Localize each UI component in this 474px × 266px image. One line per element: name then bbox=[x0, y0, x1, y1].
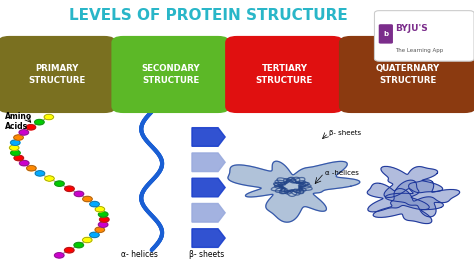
Circle shape bbox=[11, 150, 20, 156]
Circle shape bbox=[82, 237, 92, 243]
Text: β- sheets: β- sheets bbox=[329, 130, 362, 136]
Polygon shape bbox=[192, 153, 225, 172]
Circle shape bbox=[19, 130, 28, 135]
Text: TERTIARY
STRUCTURE: TERTIARY STRUCTURE bbox=[256, 64, 313, 85]
Text: α- helices: α- helices bbox=[121, 250, 158, 259]
FancyBboxPatch shape bbox=[339, 36, 474, 113]
FancyBboxPatch shape bbox=[225, 36, 344, 113]
Circle shape bbox=[35, 119, 44, 125]
FancyBboxPatch shape bbox=[374, 11, 474, 61]
Circle shape bbox=[99, 222, 108, 227]
Text: PRIMARY
STRUCTURE: PRIMARY STRUCTURE bbox=[28, 64, 85, 85]
Circle shape bbox=[44, 114, 54, 120]
Polygon shape bbox=[192, 203, 225, 222]
Polygon shape bbox=[192, 128, 225, 146]
Circle shape bbox=[74, 242, 83, 248]
Circle shape bbox=[95, 227, 105, 232]
Text: α -helices: α -helices bbox=[325, 170, 358, 176]
Polygon shape bbox=[381, 167, 443, 198]
Circle shape bbox=[14, 155, 24, 161]
Circle shape bbox=[14, 135, 23, 140]
Circle shape bbox=[74, 191, 84, 197]
Circle shape bbox=[90, 201, 99, 207]
FancyBboxPatch shape bbox=[0, 36, 116, 113]
Circle shape bbox=[95, 207, 105, 212]
Circle shape bbox=[82, 196, 92, 202]
Polygon shape bbox=[192, 229, 225, 247]
Polygon shape bbox=[192, 178, 225, 197]
Polygon shape bbox=[367, 180, 429, 212]
Text: b: b bbox=[383, 31, 388, 37]
Text: LEVELS OF PROTEIN STRUCTURE: LEVELS OF PROTEIN STRUCTURE bbox=[69, 8, 348, 23]
Text: QUATERNARY
STRUCTURE: QUATERNARY STRUCTURE bbox=[375, 64, 440, 85]
Text: SECONDARY
STRUCTURE: SECONDARY STRUCTURE bbox=[141, 64, 200, 85]
Circle shape bbox=[45, 176, 54, 181]
Circle shape bbox=[65, 186, 74, 192]
FancyBboxPatch shape bbox=[111, 36, 230, 113]
Circle shape bbox=[19, 160, 29, 166]
Polygon shape bbox=[228, 161, 360, 222]
FancyBboxPatch shape bbox=[379, 24, 393, 44]
Circle shape bbox=[100, 217, 109, 222]
Circle shape bbox=[55, 253, 64, 258]
Polygon shape bbox=[373, 189, 443, 224]
Circle shape bbox=[99, 212, 108, 217]
Text: BYJU'S: BYJU'S bbox=[395, 24, 428, 33]
Polygon shape bbox=[385, 180, 460, 217]
Circle shape bbox=[9, 145, 19, 151]
Text: The Learning App: The Learning App bbox=[395, 48, 443, 53]
Circle shape bbox=[26, 125, 36, 130]
Circle shape bbox=[64, 248, 74, 253]
Circle shape bbox=[10, 140, 20, 145]
Text: Amino
Acids: Amino Acids bbox=[5, 112, 32, 131]
Circle shape bbox=[27, 166, 36, 171]
Circle shape bbox=[55, 181, 64, 186]
Circle shape bbox=[90, 232, 99, 238]
Circle shape bbox=[35, 171, 45, 176]
Text: β- sheets: β- sheets bbox=[189, 250, 224, 259]
